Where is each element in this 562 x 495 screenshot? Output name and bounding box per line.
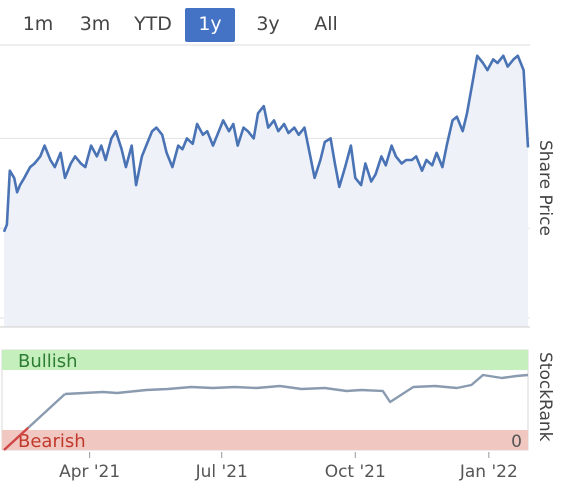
stockrank-line-ramp-segment	[27, 393, 66, 429]
share-price-line	[2, 54, 530, 233]
band-bullish	[2, 350, 528, 370]
price-area-fill	[4, 55, 528, 328]
x-tick-label: Oct '21	[325, 462, 386, 482]
range-button-ytd[interactable]: YTD	[134, 13, 172, 35]
range-button-3y[interactable]: 3y	[256, 13, 280, 35]
x-tick-label: Jul '21	[195, 462, 248, 482]
share-price-axis-label: Share Price	[535, 140, 555, 236]
stockrank-line	[64, 373, 529, 404]
share-price-panel: 100150200	[0, 44, 530, 328]
stockrank-panel: Bullish Bearish 0	[1, 349, 529, 452]
range-button-1m[interactable]: 1m	[22, 13, 54, 35]
x-axis: Apr '21 Jul '21 Oct '21 Jan '22	[59, 452, 518, 482]
stockrank-tick-label: 0	[511, 432, 522, 452]
range-button-3m[interactable]: 3m	[79, 13, 111, 35]
range-selector: 1m 3m YTD 1y 3y All	[0, 0, 562, 44]
band-bearish	[2, 430, 528, 450]
stockrank-axis-label: StockRank	[535, 352, 555, 442]
stockrank-line-bearish-segment	[3, 426, 30, 451]
x-tick-label: Apr '21	[59, 462, 120, 482]
x-tick-label: Jan '22	[459, 462, 518, 482]
band-label-bearish: Bearish	[18, 431, 86, 452]
range-button-1y[interactable]: 1y	[185, 8, 235, 42]
band-label-bullish: Bullish	[18, 351, 78, 372]
range-button-all[interactable]: All	[314, 13, 338, 35]
